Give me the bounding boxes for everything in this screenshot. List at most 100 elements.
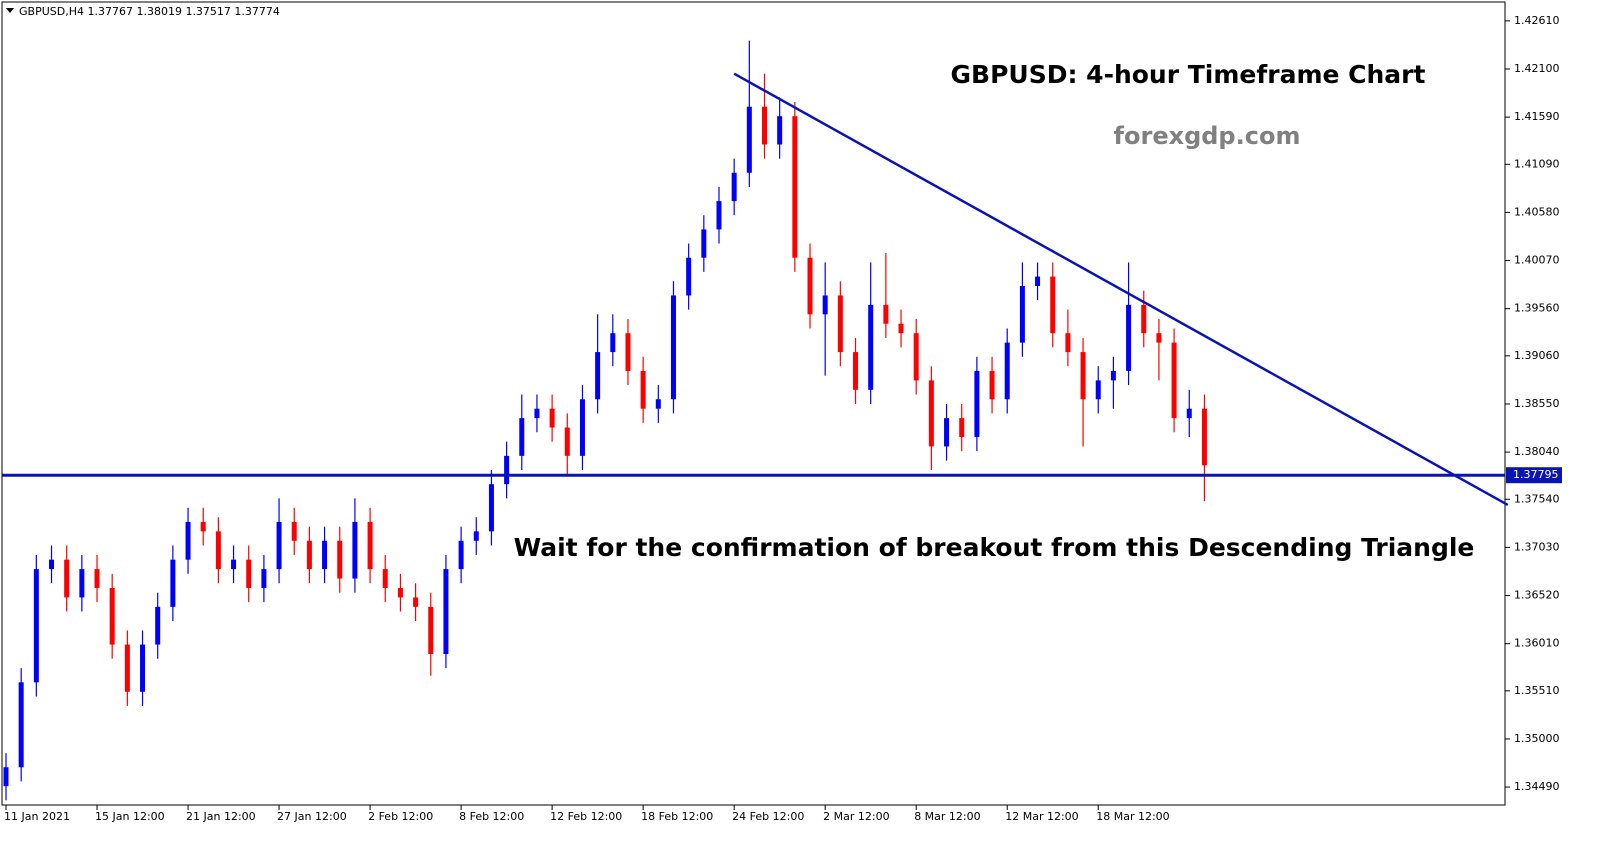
candle-body [595, 352, 601, 400]
x-tick-label: 12 Feb 12:00 [550, 810, 622, 823]
candle-body [504, 455, 510, 485]
y-tick-label: 1.40070 [1514, 254, 1560, 267]
candle-body [64, 559, 70, 598]
candle-body [458, 540, 464, 570]
y-tick-label: 1.36520 [1514, 589, 1560, 602]
candle-body [155, 606, 161, 645]
candle-body [1126, 304, 1132, 371]
candle-body [883, 304, 889, 324]
candle-body [488, 484, 494, 532]
candle-body [822, 295, 828, 315]
candle-body [382, 569, 388, 588]
y-tick-label: 1.41590 [1514, 110, 1560, 123]
candle-body [200, 521, 206, 532]
candle-body [1171, 342, 1177, 419]
header: GBPUSD,H4 1.37767 1.38019 1.37517 1.3777… [19, 5, 280, 18]
candle-body [1004, 342, 1010, 400]
candle-body [140, 644, 146, 692]
candle-body [625, 333, 631, 371]
candle-body [124, 644, 130, 692]
candle-body [1035, 276, 1041, 287]
subtitle: forexgdp.com [1114, 122, 1301, 150]
x-tick-label: 18 Mar 12:00 [1096, 810, 1169, 823]
candle-body [352, 521, 358, 579]
x-tick-label: 27 Jan 12:00 [277, 810, 347, 823]
candle-body [853, 352, 859, 390]
candle-body [837, 295, 843, 353]
annotation: Wait for the confirmation of breakout fr… [514, 533, 1475, 562]
y-tick-label: 1.37030 [1514, 540, 1560, 553]
candle-body [534, 408, 540, 419]
candle-body [246, 559, 252, 588]
candle-body [564, 427, 570, 456]
candle-body [49, 559, 55, 570]
candle-body [18, 682, 24, 768]
level-label: 1.37795 [1513, 468, 1559, 481]
candle-body [322, 540, 328, 570]
candle-body [974, 370, 980, 437]
y-tick-label: 1.34490 [1514, 780, 1560, 793]
candle-body [428, 606, 434, 655]
candle-body [276, 521, 282, 570]
y-tick-label: 1.38550 [1514, 397, 1560, 410]
x-tick-label: 8 Feb 12:00 [459, 810, 524, 823]
candle-body [397, 587, 403, 598]
x-tick-label: 2 Mar 12:00 [823, 810, 889, 823]
candle-body [898, 323, 904, 334]
chart-title: GBPUSD: 4-hour Timeframe Chart [951, 60, 1426, 89]
candle-body [1186, 408, 1192, 419]
candle-body [792, 116, 798, 258]
menu-arrow [6, 8, 14, 13]
x-tick-label: 12 Mar 12:00 [1005, 810, 1078, 823]
candle-body [261, 569, 267, 588]
candle-body [549, 408, 555, 428]
candle-body [928, 380, 934, 447]
y-tick-label: 1.42100 [1514, 62, 1560, 75]
x-tick-label: 18 Feb 12:00 [641, 810, 713, 823]
candle-body [1156, 333, 1162, 343]
candle-body [670, 295, 676, 400]
candle-body [170, 559, 176, 607]
x-tick-label: 24 Feb 12:00 [732, 810, 804, 823]
candle-body [3, 767, 9, 787]
y-tick-label: 1.40580 [1514, 205, 1560, 218]
y-tick-label: 1.37540 [1514, 492, 1560, 505]
candle-body [701, 229, 707, 258]
candle-body [473, 531, 479, 541]
candle-body [443, 569, 449, 655]
candle-body [413, 597, 419, 607]
candle-body [1110, 370, 1116, 381]
level-box [1506, 467, 1562, 484]
candle-body [762, 106, 767, 145]
trendline [733, 72, 1509, 507]
candle-body [1080, 352, 1086, 400]
candle-body [807, 257, 813, 315]
candle-body [579, 399, 585, 456]
y-tick-label: 1.38040 [1514, 445, 1560, 458]
candle-body [959, 418, 965, 437]
x-tick-label: 2 Feb 12:00 [368, 810, 433, 823]
candle-body [1095, 380, 1101, 400]
candle-body [777, 116, 783, 145]
candle-body [519, 418, 525, 456]
y-tick-label: 1.39560 [1514, 302, 1560, 315]
candle-body [944, 418, 950, 447]
candle-body [367, 521, 373, 570]
x-tick-label: 15 Jan 12:00 [95, 810, 165, 823]
x-tick-label: 11 Jan 2021 [4, 810, 70, 823]
candle-body [731, 172, 737, 202]
x-tick-label: 21 Jan 12:00 [186, 810, 256, 823]
candle-body [109, 587, 115, 645]
candle-body [291, 521, 297, 541]
candle-body [306, 540, 312, 570]
candle-body [716, 201, 722, 230]
y-tick-label: 1.35000 [1514, 732, 1560, 745]
candle-body [868, 304, 874, 390]
candle-body [746, 106, 752, 173]
candle-body [33, 569, 39, 683]
candle-body [337, 540, 343, 579]
candle-body [1050, 276, 1056, 334]
candle-body [913, 333, 919, 381]
candle-body [989, 370, 995, 400]
